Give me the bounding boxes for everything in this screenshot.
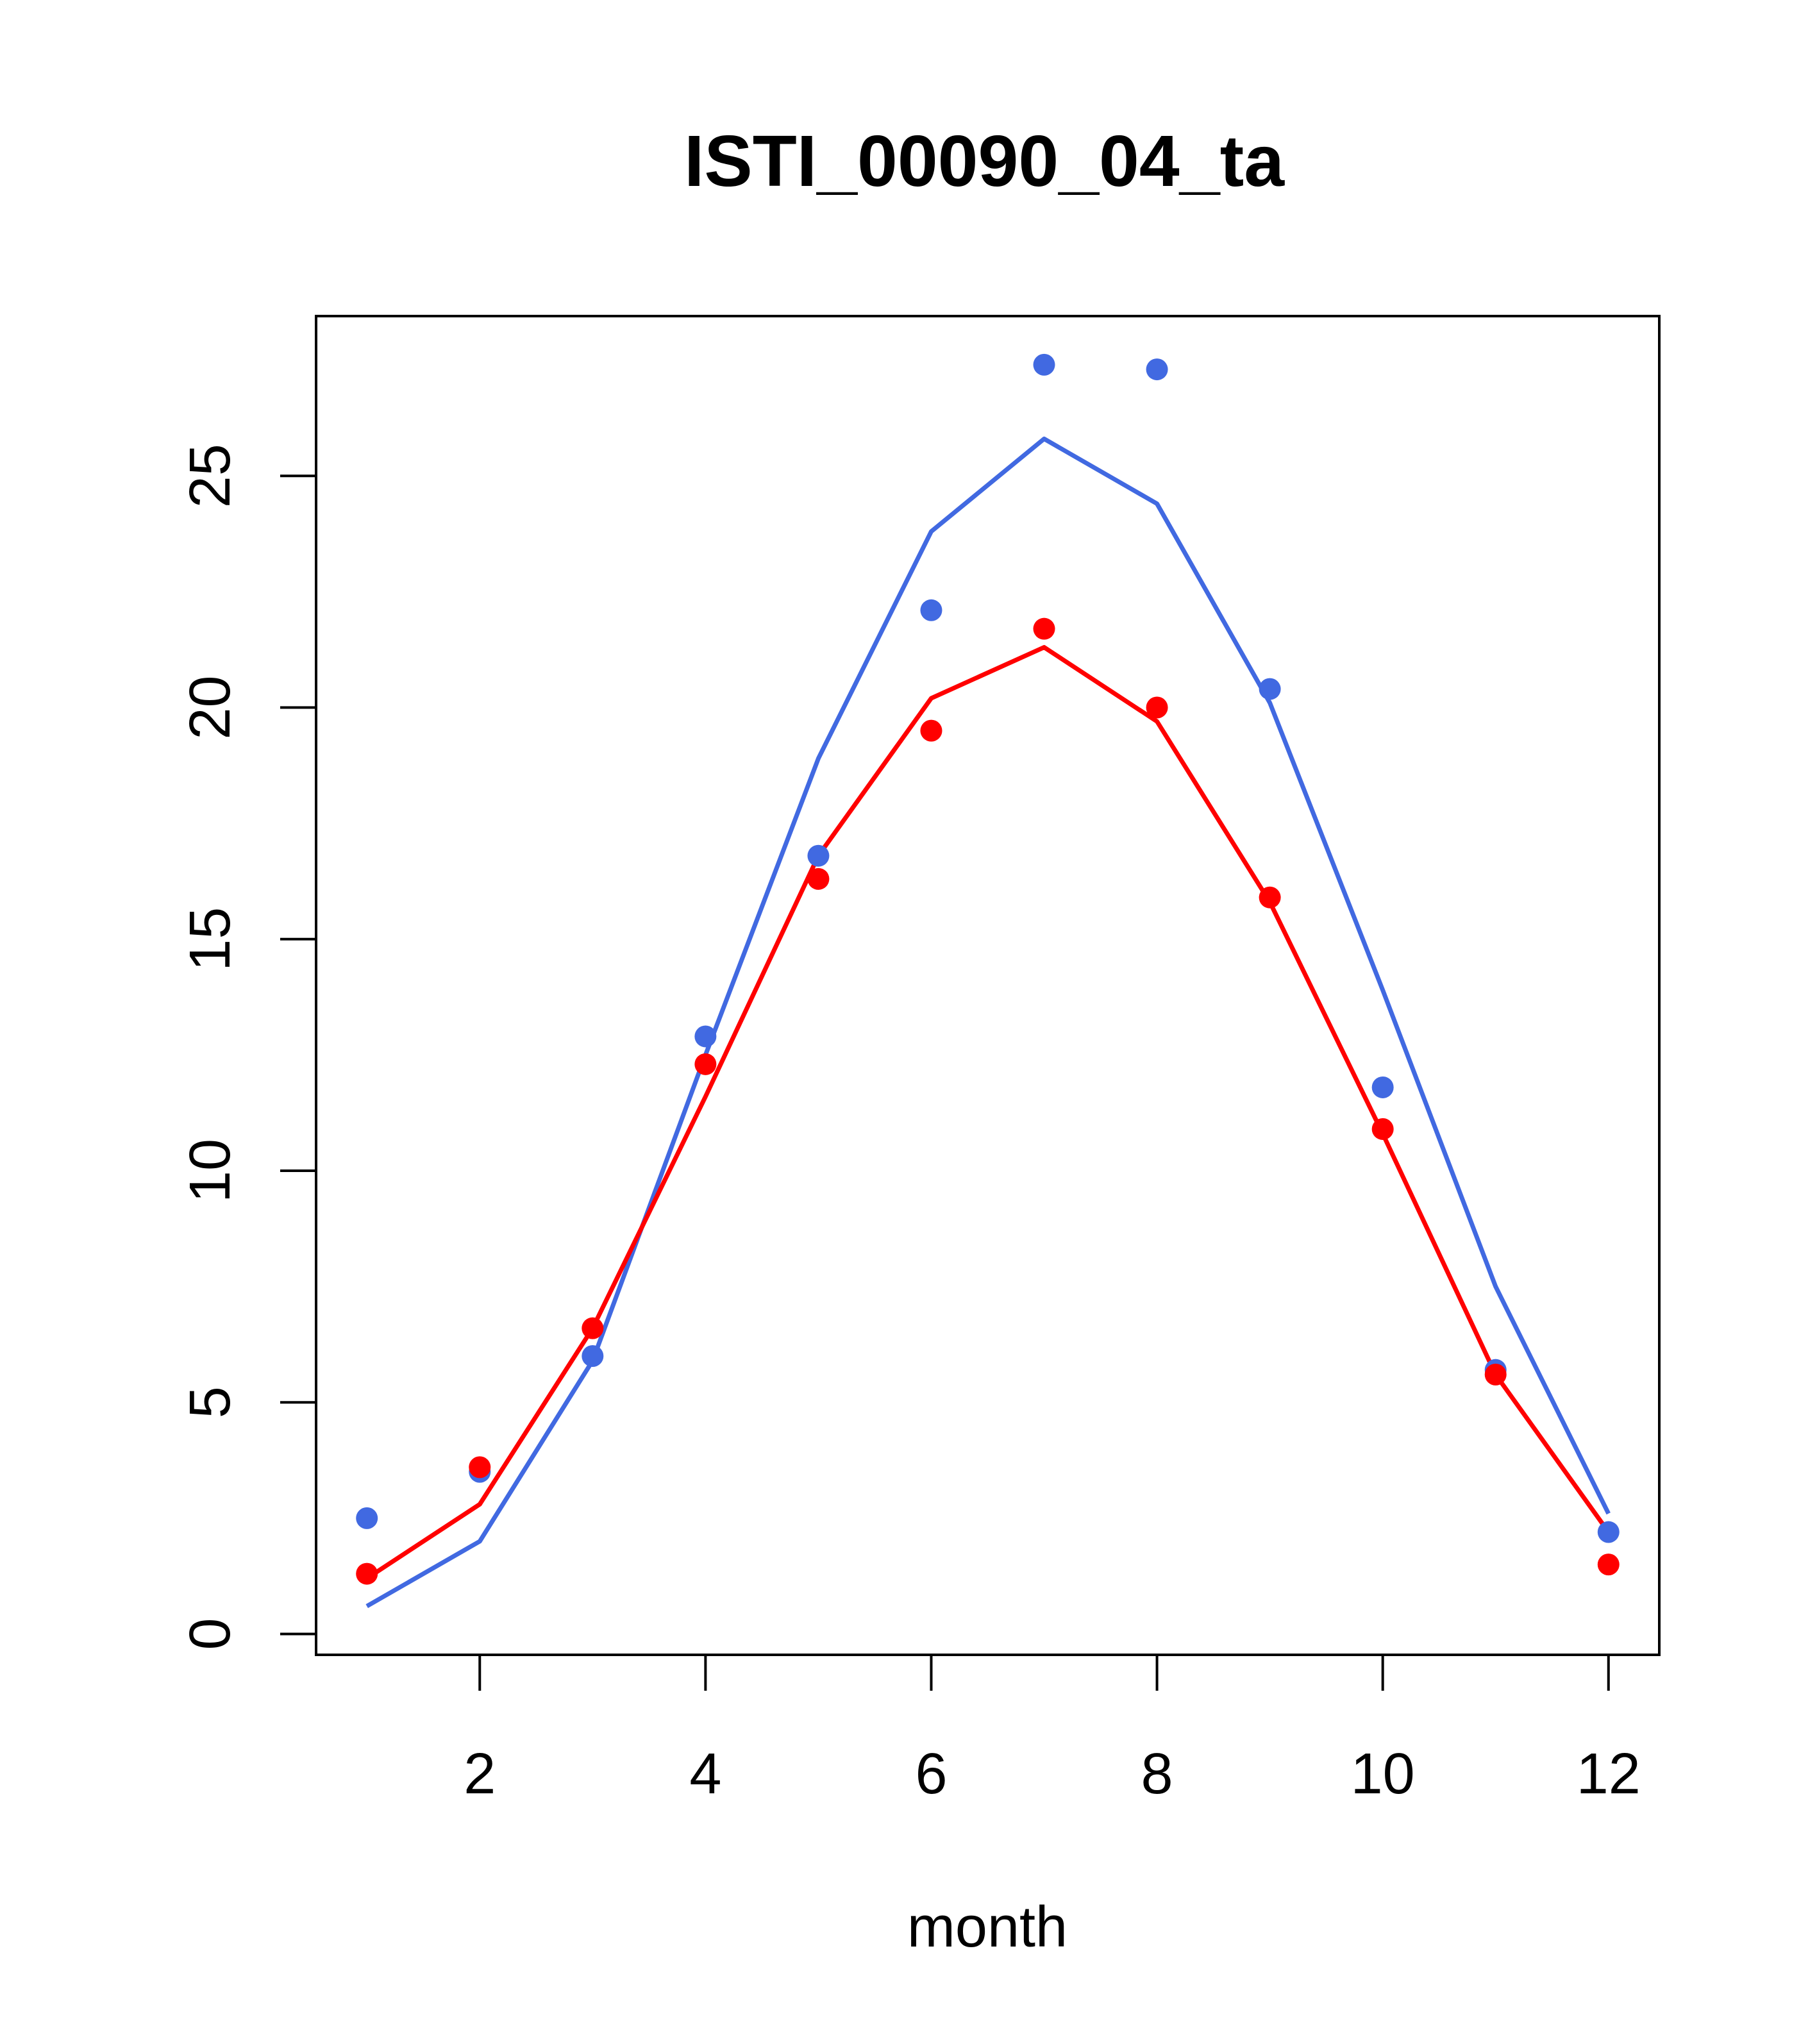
x-tick-label: 6 — [915, 1742, 947, 1806]
series-2-point — [1146, 696, 1168, 719]
series-2-point — [469, 1456, 491, 1479]
series-2-point — [920, 719, 942, 742]
series-2-point — [582, 1317, 604, 1339]
series-1-point — [1259, 678, 1281, 700]
chart-title: ISTI_00090_04_ta — [684, 121, 1285, 201]
x-axis-label: month — [907, 1895, 1068, 1959]
series-2-line — [365, 645, 1611, 1580]
x-tick-label: 12 — [1577, 1742, 1641, 1806]
y-axis: 0 5 10 15 20 25 — [178, 444, 317, 1650]
series-1-point — [1597, 1521, 1620, 1543]
x-tick-label: 4 — [689, 1742, 721, 1806]
series-2-point — [1371, 1118, 1394, 1140]
series-2-point — [356, 1562, 378, 1585]
series-2-point — [694, 1053, 717, 1075]
series-1-point — [582, 1345, 604, 1367]
series-2-point — [1259, 886, 1281, 909]
series-1-line — [365, 436, 1611, 1609]
x-tick-label: 10 — [1351, 1742, 1415, 1806]
series-1-point — [694, 1025, 717, 1048]
x-tick-label: 8 — [1141, 1742, 1173, 1806]
series-2-point — [1033, 617, 1055, 640]
series-1-point — [1371, 1076, 1394, 1098]
y-tick-label: 10 — [178, 1139, 242, 1203]
series-1-point — [1146, 358, 1168, 381]
series-1-point — [356, 1507, 378, 1529]
series-1-point — [807, 844, 830, 867]
x-axis: 2 4 6 8 10 12 — [464, 1654, 1641, 1806]
y-tick-label: 0 — [178, 1618, 242, 1650]
y-tick-label: 5 — [178, 1386, 242, 1418]
series-2-point — [1597, 1554, 1620, 1576]
series-layer — [356, 353, 1620, 1609]
series-1-point — [1033, 353, 1055, 376]
y-tick-label: 20 — [178, 675, 242, 739]
series-1-point — [920, 599, 942, 621]
x-tick-label: 2 — [464, 1742, 496, 1806]
plot-frame — [315, 315, 1661, 1656]
series-2-point — [807, 867, 830, 890]
y-tick-label: 15 — [178, 907, 242, 971]
y-tick-label: 25 — [178, 444, 242, 508]
series-2-point — [1484, 1363, 1507, 1386]
